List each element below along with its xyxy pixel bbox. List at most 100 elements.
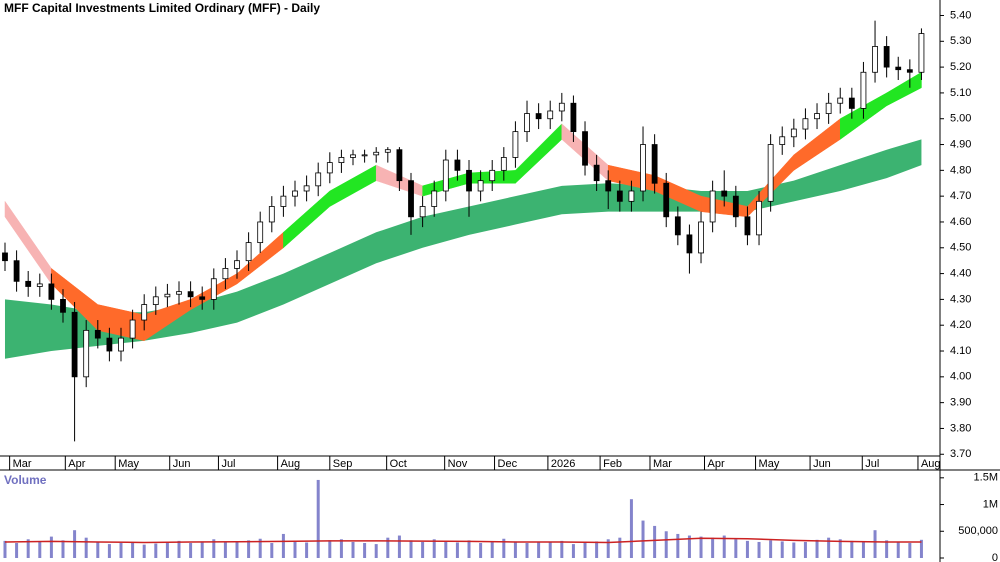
candle-body (698, 221, 704, 254)
x-tick-label: Jul (865, 458, 879, 470)
volume-bar (792, 542, 796, 558)
y-tick-label: 1M (983, 498, 998, 510)
volume-bar (722, 535, 726, 558)
volume-bar (258, 538, 262, 558)
candle-body (454, 159, 461, 171)
candle-body (268, 206, 275, 223)
y-tick-label: 4.90 (950, 138, 971, 150)
volume-bar (165, 541, 169, 558)
candle-body (210, 278, 217, 300)
y-tick-label: 0 (992, 552, 998, 562)
candle-body (176, 291, 182, 295)
y-tick-label: 4.80 (950, 164, 971, 176)
candle-body (373, 151, 380, 156)
volume-bar (61, 540, 65, 558)
candle-body (338, 157, 345, 164)
candle-body (71, 311, 78, 378)
volume-bar (502, 538, 506, 558)
volume-bar (316, 479, 320, 558)
volume-bar (583, 542, 587, 558)
candle-body (709, 190, 716, 223)
candle-body (83, 329, 90, 378)
candle-body (756, 200, 762, 236)
chart-title: MFF Capital Investments Limited Ordinary… (4, 1, 320, 15)
candle-body (744, 216, 751, 236)
x-tick-label: Nov (448, 458, 468, 470)
candle-body (767, 144, 774, 202)
volume-bar (537, 542, 541, 558)
candle-body (303, 185, 310, 192)
volume-bar (641, 520, 645, 558)
candle-body (141, 304, 148, 321)
candle-body (628, 190, 635, 202)
volume-panel: 1.5M 1M 500,000 0 (3, 472, 998, 562)
volume-bar (223, 542, 227, 558)
y-tick-label: 5.20 (950, 61, 971, 73)
candle-body (721, 190, 728, 197)
volume-bar (629, 499, 633, 558)
y-tick-label: 5.00 (950, 113, 971, 125)
volume-bar (444, 541, 448, 558)
candle-body (431, 190, 438, 207)
candle-body (640, 144, 646, 192)
candle-body (732, 195, 739, 218)
volume-bar (328, 540, 332, 558)
y-tick-label: 4.60 (950, 216, 971, 228)
candle-body (36, 283, 43, 287)
x-tick-label: Apr (708, 458, 725, 470)
volume-bar (26, 539, 30, 558)
candle-body (13, 260, 20, 282)
volume-bar (490, 541, 494, 558)
candle-body (152, 296, 159, 305)
x-tick-label: Sep (333, 458, 353, 470)
x-tick-label: Oct (390, 458, 407, 470)
candle-body (442, 159, 449, 192)
candle-body (489, 169, 496, 182)
candle-body (779, 136, 786, 145)
volume-bar (305, 542, 309, 558)
volume-bar (664, 531, 668, 558)
volume-bar (815, 539, 819, 558)
volume-bar (15, 543, 19, 558)
volume-bar (270, 543, 274, 558)
candle-body (222, 268, 229, 280)
x-tick-label: Dec (498, 458, 518, 470)
x-tick-label: May (759, 458, 780, 470)
volume-bar (873, 530, 877, 558)
candle-body (384, 149, 391, 153)
candle-body (408, 180, 414, 218)
y-tick-label: 3.90 (950, 397, 971, 409)
volume-bar (49, 536, 53, 558)
volume-bar (212, 539, 216, 558)
candle-body (512, 131, 519, 158)
volume-bar (595, 541, 599, 558)
volume-bar (432, 539, 436, 558)
candle-body (848, 97, 855, 109)
volume-bar (84, 537, 88, 558)
volume-bar (409, 540, 413, 558)
volume-bar (339, 539, 343, 558)
candle-body (535, 113, 542, 120)
candle-body (477, 180, 484, 192)
candle-body (94, 329, 101, 339)
volume-bar (38, 541, 42, 558)
y-tick-label: 4.50 (950, 242, 971, 254)
candle-body (106, 337, 113, 352)
candle-body (60, 298, 66, 313)
candle-body (802, 118, 809, 130)
candle-body (361, 154, 368, 157)
candle-body (883, 46, 890, 68)
y-tick-label: 4.20 (950, 319, 971, 331)
volume-bar (235, 541, 239, 558)
volume-bar (154, 543, 158, 558)
volume-bar (560, 540, 564, 558)
candle-body (605, 180, 612, 192)
x-tick-label: 2026 (551, 458, 575, 470)
x-tick-label: Feb (603, 458, 622, 470)
candle-body (466, 169, 472, 192)
volume-bar (653, 525, 657, 558)
volume-bar (803, 541, 807, 558)
volume-bar (189, 543, 193, 558)
volume-title: Volume (4, 473, 47, 487)
